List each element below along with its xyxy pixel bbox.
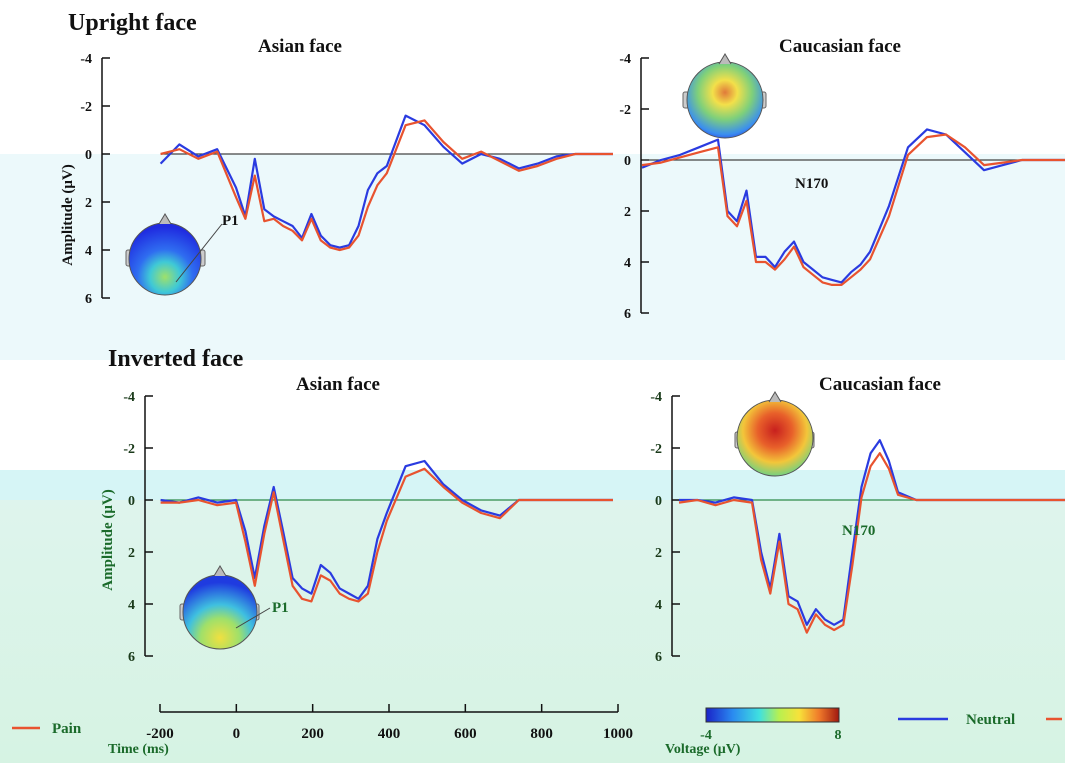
colorbar-gradient <box>705 707 840 723</box>
x-axis: -200 0 200 400 600 800 1000 Time (ms) <box>108 704 633 757</box>
series-line-pain <box>678 452 1065 634</box>
colorbar: -4 8 Voltage (μV) <box>665 707 842 757</box>
y-axis-label-upright: Amplitude (μV) <box>60 164 76 265</box>
scalp-map-upright-caucasian <box>682 53 767 139</box>
scalp-map-inverted-caucasian <box>734 391 815 477</box>
panel-inverted-asian: -4 -2 0 2 4 6 <box>123 390 613 665</box>
x-tick-label: 800 <box>530 726 553 742</box>
panel-title-inverted-asian: Asian face <box>296 374 380 395</box>
component-label-p1-inverted: P1 <box>272 600 289 616</box>
series-line-neutral <box>159 114 613 249</box>
panel-title-upright-caucasian: Caucasian face <box>779 36 901 57</box>
section-title-inverted: Inverted face <box>108 346 244 372</box>
colorbar-title: Voltage (μV) <box>665 742 741 757</box>
y-tick-label: 0 <box>85 148 92 163</box>
series-line-pain <box>641 133 1065 286</box>
y-tick-label: -4 <box>619 52 631 67</box>
y-tick-label: 6 <box>655 650 662 665</box>
y-tick-label: 0 <box>128 494 135 509</box>
series-line-pain <box>160 119 613 252</box>
y-tick-label: -2 <box>619 103 631 118</box>
panel-title-upright-asian: Asian face <box>258 36 342 57</box>
y-tick-label: 0 <box>655 494 662 509</box>
background-band-strip <box>0 470 1065 500</box>
colorbar-min-label: -4 <box>700 728 712 743</box>
panel-title-inverted-caucasian: Caucasian face <box>819 374 941 395</box>
panel-upright-asian: -4 -2 0 2 4 6 <box>80 52 613 307</box>
y-tick-label: 4 <box>128 598 135 613</box>
y-tick-label: 4 <box>85 244 92 259</box>
scalp-map-upright-asian <box>125 213 223 296</box>
component-label-n170-inverted: N170 <box>842 523 875 539</box>
panel-upright-caucasian: -4 -2 0 2 4 6 <box>619 52 1065 322</box>
y-tick-label: 4 <box>655 598 662 613</box>
y-tick-label: 4 <box>624 256 631 271</box>
y-tick-label: -4 <box>650 390 662 405</box>
x-tick-label: 200 <box>301 726 324 742</box>
component-label-p1-upright: P1 <box>222 213 239 229</box>
scalp-map-inverted-asian <box>179 565 271 650</box>
legend-label-pain: Pain <box>52 721 82 737</box>
y-tick-label: 6 <box>624 307 631 322</box>
y-tick-label: -2 <box>80 100 92 115</box>
series-line-pain <box>160 467 613 603</box>
panel-inverted-caucasian: -4 -2 0 2 4 6 <box>650 390 1065 665</box>
y-tick-label: 2 <box>128 546 135 561</box>
legend: Pain Neutral <box>12 712 1062 737</box>
y-tick-label: 0 <box>624 154 631 169</box>
x-tick-label: 600 <box>454 726 477 742</box>
y-tick-label: 2 <box>85 196 92 211</box>
background-band-lower <box>0 470 1065 763</box>
series-line-neutral <box>641 128 1065 284</box>
y-tick-label: -2 <box>650 442 662 457</box>
x-tick-label: -200 <box>146 726 174 742</box>
colorbar-max-label: 8 <box>835 728 842 743</box>
y-tick-label: 2 <box>655 546 662 561</box>
x-axis-label: Time (ms) <box>108 742 169 757</box>
y-axis-label-inverted: Amplitude (μV) <box>100 489 116 590</box>
component-label-n170-upright: N170 <box>795 176 828 192</box>
section-title-upright: Upright face <box>68 10 197 36</box>
legend-label-neutral: Neutral <box>966 712 1015 728</box>
y-tick-label: -4 <box>123 390 135 405</box>
y-tick-label: 2 <box>624 205 631 220</box>
y-tick-label: 6 <box>85 292 92 307</box>
x-tick-label: 400 <box>378 726 401 742</box>
x-tick-label: 0 <box>233 726 241 742</box>
y-tick-label: -4 <box>80 52 92 67</box>
y-tick-label: 6 <box>128 650 135 665</box>
y-tick-label: -2 <box>123 442 135 457</box>
x-tick-label: 1000 <box>603 726 633 742</box>
